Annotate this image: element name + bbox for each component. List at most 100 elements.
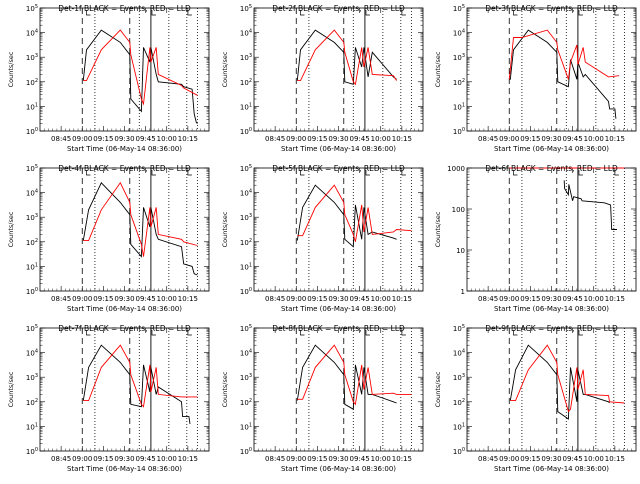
x-tick-label: 09:30 bbox=[541, 135, 561, 143]
y-axis-label: Counts/sec bbox=[434, 51, 442, 87]
x-tick-label: 09:00 bbox=[499, 455, 519, 463]
y-tick-label: 100 bbox=[26, 287, 38, 296]
y-tick-label: 104 bbox=[26, 349, 38, 358]
panel-title: Det-9f BLACK = Events, RED = LLD bbox=[485, 324, 618, 333]
series-lld-line bbox=[297, 29, 397, 86]
y-tick-label: 103 bbox=[26, 373, 38, 382]
x-tick-label: 09:30 bbox=[114, 455, 134, 463]
x-tick-label: 09:00 bbox=[72, 455, 92, 463]
marker-bracket bbox=[86, 330, 91, 336]
marker-bracket bbox=[614, 10, 619, 16]
x-tick-label: 10:00 bbox=[371, 295, 391, 303]
x-tick-label: 09:15 bbox=[307, 455, 327, 463]
marker-bracket bbox=[187, 170, 192, 176]
x-tick-label: 10:15 bbox=[178, 455, 198, 463]
panel-title: Det-6f BLACK = Events, RED = LLD bbox=[485, 164, 618, 173]
plot-frame bbox=[39, 7, 210, 132]
x-tick-label: 09:30 bbox=[541, 295, 561, 303]
panel-7: 100 101 102 103 104 105 08:45 09:00 09:15 09:30 09… bbox=[7, 324, 210, 473]
x-tick-label: 09:15 bbox=[93, 135, 113, 143]
marker-bracket bbox=[578, 10, 583, 16]
panel-title: Det-8f BLACK = Events, RED = LLD bbox=[272, 324, 405, 333]
marker-bracket bbox=[187, 10, 192, 16]
x-tick-label: 08:45 bbox=[478, 295, 498, 303]
x-tick-label: 08:45 bbox=[478, 135, 498, 143]
x-tick-label: 10:15 bbox=[178, 295, 198, 303]
y-tick-label: 104 bbox=[453, 29, 465, 38]
marker-bracket bbox=[86, 10, 91, 16]
x-tick-label: 09:45 bbox=[563, 455, 583, 463]
x-tick-label: 10:00 bbox=[157, 295, 177, 303]
y-tick-label: 104 bbox=[240, 29, 252, 38]
x-tick-label: 10:00 bbox=[371, 455, 391, 463]
marker-bracket bbox=[614, 330, 619, 336]
y-tick-label: 102 bbox=[26, 78, 38, 87]
y-tick-label: 101 bbox=[240, 262, 252, 271]
y-tick-label: 101 bbox=[453, 422, 465, 431]
series-lld-line bbox=[297, 344, 412, 406]
panel-5: 100 101 102 103 104 105 08:45 09:00 09:15 09:30 09… bbox=[221, 164, 424, 313]
y-tick-label: 101 bbox=[26, 422, 38, 431]
panel-4: 100 101 102 103 104 105 08:45 09:00 09:15 09:30 09… bbox=[7, 164, 210, 313]
x-tick-label: 09:00 bbox=[286, 455, 306, 463]
y-tick-label: 102 bbox=[240, 78, 252, 87]
x-axis-label: Start Time (06-May-14 08:36:00) bbox=[494, 145, 609, 153]
plot-frame bbox=[253, 7, 424, 132]
y-tick-label: 103 bbox=[240, 373, 252, 382]
x-tick-label: 08:45 bbox=[265, 295, 285, 303]
x-tick-label: 08:45 bbox=[478, 455, 498, 463]
x-axis-label: Start Time (06-May-14 08:36:00) bbox=[67, 465, 182, 473]
x-tick-label: 09:30 bbox=[328, 455, 348, 463]
x-tick-label: 09:45 bbox=[563, 295, 583, 303]
panel-title: Det-3f BLACK = Events, RED = LLD bbox=[485, 4, 618, 13]
marker-bracket bbox=[365, 10, 370, 16]
marker-bracket bbox=[401, 10, 406, 16]
series-lld-line bbox=[297, 184, 412, 242]
x-tick-label: 09:45 bbox=[563, 135, 583, 143]
y-tick-label: 103 bbox=[240, 53, 252, 62]
y-tick-label: 102 bbox=[240, 398, 252, 407]
x-tick-label: 08:45 bbox=[51, 295, 71, 303]
x-tick-label: 09:00 bbox=[499, 135, 519, 143]
x-tick-label: 10:00 bbox=[584, 135, 604, 143]
y-tick-label: 105 bbox=[240, 164, 252, 173]
y-tick-label: 105 bbox=[453, 4, 465, 13]
y-axis-label: Counts/sec bbox=[221, 211, 229, 247]
series-events-line bbox=[296, 184, 397, 248]
x-tick-label: 09:00 bbox=[286, 295, 306, 303]
x-tick-label: 08:45 bbox=[265, 455, 285, 463]
series-lld-line bbox=[508, 29, 620, 80]
y-tick-label: 105 bbox=[26, 164, 38, 173]
x-tick-label: 10:00 bbox=[371, 135, 391, 143]
marker-bracket bbox=[300, 330, 305, 336]
x-tick-label: 08:45 bbox=[265, 135, 285, 143]
y-tick-label: 103 bbox=[26, 213, 38, 222]
plot-frame bbox=[466, 167, 637, 292]
marker-bracket bbox=[187, 330, 192, 336]
marker-bracket bbox=[513, 330, 518, 336]
x-tick-label: 09:15 bbox=[307, 295, 327, 303]
plot-frame bbox=[253, 327, 424, 452]
series-events-line bbox=[296, 29, 397, 85]
y-tick-label: 100 bbox=[240, 447, 252, 456]
x-tick-label: 09:00 bbox=[72, 135, 92, 143]
y-axis-label: Counts/sec bbox=[7, 51, 15, 87]
x-tick-label: 10:15 bbox=[392, 295, 412, 303]
x-tick-label: 08:45 bbox=[51, 455, 71, 463]
y-tick-label: 101 bbox=[26, 102, 38, 111]
y-tick-label: 100 bbox=[452, 206, 465, 214]
marker-bracket bbox=[86, 170, 91, 176]
y-tick-label: 1 bbox=[461, 288, 465, 296]
x-tick-label: 10:00 bbox=[157, 455, 177, 463]
x-tick-label: 09:15 bbox=[520, 135, 540, 143]
y-axis-label: Counts/sec bbox=[7, 371, 15, 407]
y-axis-label: Counts/sec bbox=[221, 51, 229, 87]
y-tick-label: 10 bbox=[456, 247, 465, 255]
marker-bracket bbox=[578, 170, 583, 176]
marker-bracket bbox=[151, 330, 156, 336]
plot-frame bbox=[466, 327, 637, 452]
y-axis-label: Counts/sec bbox=[7, 211, 15, 247]
x-tick-label: 10:15 bbox=[605, 455, 625, 463]
x-tick-label: 08:45 bbox=[51, 135, 71, 143]
